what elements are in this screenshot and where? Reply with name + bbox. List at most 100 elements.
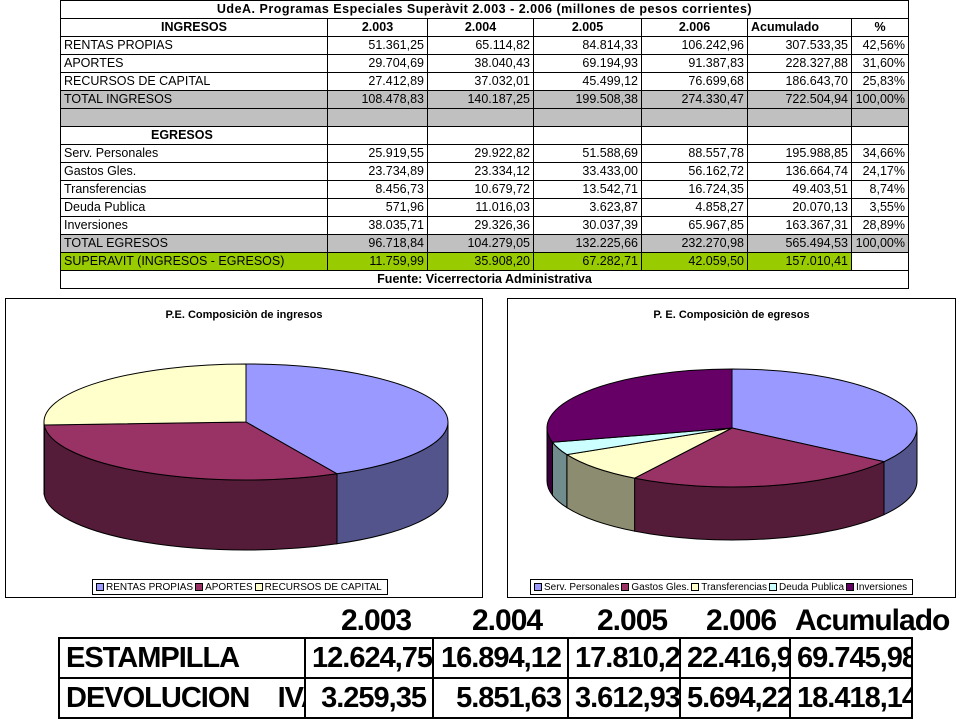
financial-table: UdeA. Programas Especiales Superàvit 2.0… <box>60 0 909 289</box>
legend-label: Serv. Personales <box>544 581 620 593</box>
cell: 3.259,35 <box>304 677 434 719</box>
table-title: UdeA. Programas Especiales Superàvit 2.0… <box>60 0 909 19</box>
table-row: ESTAMPILLA 12.624,75 16.894,12 17.810,20… <box>58 637 913 679</box>
legend-swatch <box>195 583 204 591</box>
legend-label: Inversiones <box>856 581 908 593</box>
pie-slice <box>633 427 886 488</box>
row-label: Transferencias <box>60 180 328 199</box>
legend-label: RENTAS PROPIAS <box>106 581 194 593</box>
row-label: ESTAMPILLA <box>58 637 306 679</box>
legend-swatch <box>691 583 700 591</box>
cell: 132.225,66 <box>533 234 642 253</box>
table-row: DEVOLUCION IVA 3.259,35 5.851,63 3.612,9… <box>58 677 913 719</box>
cell: 157.010,41 <box>747 252 852 271</box>
col-header-ingresos: INGRESOS <box>60 18 328 37</box>
cell: 42.059,50 <box>641 252 748 271</box>
cell: 28,89% <box>851 216 909 235</box>
col-header-acumulado: Acumulado <box>747 18 852 37</box>
cell: 65.114,82 <box>427 36 534 55</box>
pie-slice <box>565 427 733 479</box>
total-egresos-row: TOTAL EGRESOS 96.718,84 104.279,05 132.2… <box>60 234 909 253</box>
col-header-2003: 2.003 <box>327 18 428 37</box>
cell: 51.588,69 <box>533 144 642 163</box>
cell: 722.504,94 <box>747 90 852 109</box>
pie-slice <box>245 363 449 475</box>
cell: 106.242,96 <box>641 36 748 55</box>
legend-item: RENTAS PROPIAS <box>96 582 193 593</box>
pie-slice <box>546 368 733 443</box>
cell: 22.416,92 <box>679 637 791 679</box>
cell: 8,74% <box>851 180 909 199</box>
cell: 91.387,83 <box>641 54 748 73</box>
cell: 10.679,72 <box>427 180 534 199</box>
legend-ingresos: RENTAS PROPIAS APORTES RECURSOS DE CAPIT… <box>92 579 388 595</box>
cell: 35.908,20 <box>427 252 534 271</box>
cell: 565.494,53 <box>747 234 852 253</box>
legend-swatch <box>254 583 263 591</box>
legend-item: Deuda Publica <box>769 582 844 593</box>
bottom-col-2005: 2.005 <box>597 604 668 637</box>
chart-title: P.E. Composiciòn de ingresos <box>165 309 323 321</box>
cell: 18.418,14 <box>789 677 913 719</box>
legend-label: Gastos Gles. <box>631 581 690 593</box>
pie-egresos-svg <box>546 368 918 541</box>
source-note: Fuente: Vicerrectoria Administrativa <box>60 270 909 289</box>
row-label: RECURSOS DE CAPITAL <box>60 72 328 91</box>
cell: 24,17% <box>851 162 909 181</box>
legend-swatch <box>96 583 104 591</box>
cell: 20.070,13 <box>747 198 852 217</box>
bottom-table-header: 2.003 2.004 2.005 2.006 Acumulado <box>0 604 960 640</box>
cell: 100,00% <box>851 234 909 253</box>
blank-row <box>60 108 909 127</box>
row-label: RENTAS PROPIAS <box>60 36 328 55</box>
cell: 104.279,05 <box>427 234 534 253</box>
row-label: TOTAL INGRESOS <box>60 90 328 109</box>
legend-swatch <box>621 583 630 591</box>
cell: 100,00% <box>851 90 909 109</box>
col-header-2005: 2.005 <box>533 18 642 37</box>
row-label: Deuda Publica <box>60 198 328 217</box>
cell: 65.967,85 <box>641 216 748 235</box>
cell: 136.664,74 <box>747 162 852 181</box>
pie-slice <box>43 421 339 481</box>
row-label: APORTES <box>60 54 328 73</box>
row-label: Inversiones <box>60 216 328 235</box>
table-row: Gastos Gles. 23.734,89 23.334,12 33.433,… <box>60 162 909 181</box>
cell: 307.533,35 <box>747 36 852 55</box>
row-label: Gastos Gles. <box>60 162 328 181</box>
cell: 11.016,03 <box>427 198 534 217</box>
legend-egresos: Serv. Personales Gastos Gles. Transferen… <box>530 579 914 595</box>
cell: 228.327,88 <box>747 54 852 73</box>
cell: 5.694,22 <box>679 677 791 719</box>
legend-label: Deuda Publica <box>779 581 845 593</box>
cell: 163.367,31 <box>747 216 852 235</box>
cell: 16.894,12 <box>432 637 569 679</box>
bottom-col-2003: 2.003 <box>341 604 412 637</box>
cell: 49.403,51 <box>747 180 852 199</box>
cell: 38.035,71 <box>327 216 428 235</box>
legend-item: Serv. Personales <box>534 582 619 593</box>
col-header-percent: % <box>851 18 909 37</box>
egresos-header: EGRESOS <box>60 126 328 145</box>
row-label: Serv. Personales <box>60 144 328 163</box>
cell: 3.623,87 <box>533 198 642 217</box>
bottom-col-2004: 2.004 <box>472 604 543 637</box>
superavit-row: SUPERAVIT (INGRESOS - EGRESOS) 11.759,99… <box>60 252 909 271</box>
cell: 29.326,36 <box>427 216 534 235</box>
table-row: Inversiones 38.035,71 29.326,36 30.037,3… <box>60 216 909 235</box>
legend-label: RECURSOS DE CAPITAL <box>264 581 382 593</box>
row-label: DEVOLUCION IVA <box>58 677 306 719</box>
legend-label: APORTES <box>205 581 253 593</box>
egresos-header-row: EGRESOS <box>60 126 909 145</box>
cell: 67.282,71 <box>533 252 642 271</box>
pie-chart-ingresos: P.E. Composiciòn de ingresos RENTAS PROP… <box>5 298 483 598</box>
pie-ingresos-svg <box>43 363 449 551</box>
row-label: TOTAL EGRESOS <box>60 234 328 253</box>
cell: 42,56% <box>851 36 909 55</box>
cell: 3,55% <box>851 198 909 217</box>
table-row: RENTAS PROPIAS 51.361,25 65.114,82 84.81… <box>60 36 909 55</box>
cell: 69.745,98 <box>789 637 913 679</box>
bottom-col-2006: 2.006 <box>706 604 777 637</box>
cell: 37.032,01 <box>427 72 534 91</box>
cell: 25,83% <box>851 72 909 91</box>
